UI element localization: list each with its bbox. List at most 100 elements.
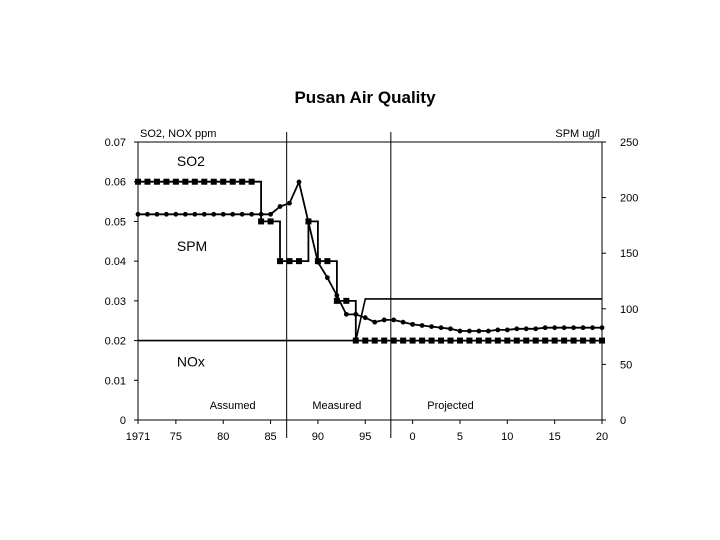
- era-labels: Assumed Measured Projected: [210, 400, 474, 412]
- right-tick-label: 200: [620, 193, 638, 205]
- nox-line: [138, 298, 602, 342]
- spm-marker: [315, 259, 321, 265]
- so2-marker: [248, 178, 255, 185]
- so2-marker: [277, 258, 284, 265]
- so2-marker: [267, 218, 274, 225]
- so2-marker: [343, 297, 350, 304]
- so2-marker: [191, 178, 198, 185]
- so2-marker: [551, 337, 558, 344]
- chart-title: Pusan Air Quality: [0, 88, 720, 108]
- so2-marker: [220, 178, 227, 185]
- x-tick-label: 5: [457, 431, 463, 443]
- spm-marker: [542, 325, 548, 331]
- era-label: Measured: [312, 400, 361, 412]
- spm-marker: [495, 327, 501, 333]
- spm-line: [138, 179, 602, 332]
- left-tick-label: 0.07: [105, 137, 126, 149]
- so2-marker: [485, 337, 492, 344]
- so2-marker: [239, 178, 246, 185]
- spm-marker: [467, 328, 472, 334]
- spm-marker: [485, 328, 491, 334]
- so2-marker: [561, 337, 568, 344]
- so2-series-label: SO2: [177, 153, 205, 169]
- spm-marker: [523, 326, 529, 332]
- spm-marker: [552, 325, 558, 331]
- so2-marker: [286, 258, 293, 265]
- spm-marker: [220, 211, 226, 217]
- spm-marker: [448, 326, 453, 332]
- era-label: Assumed: [210, 400, 256, 412]
- right-tick-label: 150: [620, 248, 638, 260]
- so2-marker: [210, 178, 217, 185]
- so2-marker: [182, 178, 189, 185]
- plot-frame: [137, 141, 603, 421]
- so2-marker: [295, 258, 302, 265]
- spm-marker: [438, 325, 444, 331]
- right-axis-ticks: 0 50 100 150 200 250: [602, 137, 638, 427]
- x-tick-label: 15: [549, 431, 561, 443]
- x-tick-label: 85: [264, 431, 276, 443]
- so2-marker: [390, 337, 397, 344]
- spm-marker: [362, 315, 368, 321]
- left-tick-label: 0.01: [105, 375, 126, 387]
- spm-marker: [372, 319, 378, 325]
- spm-marker: [514, 326, 520, 332]
- spm-marker: [400, 319, 406, 325]
- so2-marker: [447, 337, 454, 344]
- so2-marker: [371, 337, 378, 344]
- so2-marker: [589, 337, 596, 344]
- spm-marker: [504, 327, 510, 333]
- x-tick-label: 1971: [126, 431, 150, 443]
- left-tick-label: 0.03: [105, 296, 126, 308]
- right-tick-label: 50: [620, 359, 632, 371]
- spm-marker: [429, 324, 434, 329]
- spm-marker: [306, 219, 311, 225]
- spm-marker: [457, 328, 463, 334]
- spm-marker: [258, 211, 264, 217]
- so2-marker: [532, 337, 539, 344]
- so2-marker: [153, 178, 160, 185]
- x-tick-label: 80: [217, 431, 229, 443]
- spm-marker: [324, 275, 330, 281]
- spm-marker: [381, 317, 387, 323]
- so2-marker: [504, 337, 511, 344]
- x-tick-label: 95: [359, 431, 371, 443]
- spm-series-label: SPM: [177, 238, 207, 254]
- spm-marker: [580, 325, 586, 331]
- left-tick-label: 0.05: [105, 216, 126, 228]
- right-tick-label: 0: [620, 415, 626, 427]
- so2-marker: [172, 178, 179, 185]
- so2-marker: [144, 178, 151, 185]
- spm-marker: [239, 211, 245, 217]
- series-labels: SO2 SPM NOx: [177, 153, 207, 370]
- spm-marker: [533, 326, 539, 332]
- spm-marker: [599, 325, 605, 331]
- so2-marker: [324, 258, 331, 265]
- left-tick-label: 0.02: [105, 336, 126, 348]
- spm-marker: [192, 211, 198, 217]
- so2-marker: [438, 337, 445, 344]
- x-tick-label: 90: [312, 431, 324, 443]
- x-tick-label: 0: [410, 431, 416, 443]
- left-tick-label: 0: [120, 415, 126, 427]
- era-dividers: [286, 132, 392, 438]
- chart-title-text: Pusan Air Quality: [294, 88, 436, 107]
- left-tick-label: 0.04: [105, 256, 126, 268]
- so2-marker: [599, 337, 605, 344]
- spm-marker: [201, 211, 207, 217]
- spm-marker: [391, 317, 397, 323]
- spm-marker: [135, 211, 141, 217]
- so2-marker: [229, 178, 236, 185]
- so2-line: [138, 180, 602, 342]
- so2-marker: [513, 337, 520, 344]
- so2-marker: [381, 337, 388, 344]
- spm-marker: [334, 293, 340, 298]
- so2-marker: [135, 178, 141, 185]
- spm-marker: [287, 200, 292, 206]
- spm-marker: [419, 323, 425, 328]
- so2-marker: [258, 218, 265, 225]
- so2-marker: [523, 337, 530, 344]
- spm-marker: [410, 321, 416, 327]
- spm-marker: [249, 211, 255, 217]
